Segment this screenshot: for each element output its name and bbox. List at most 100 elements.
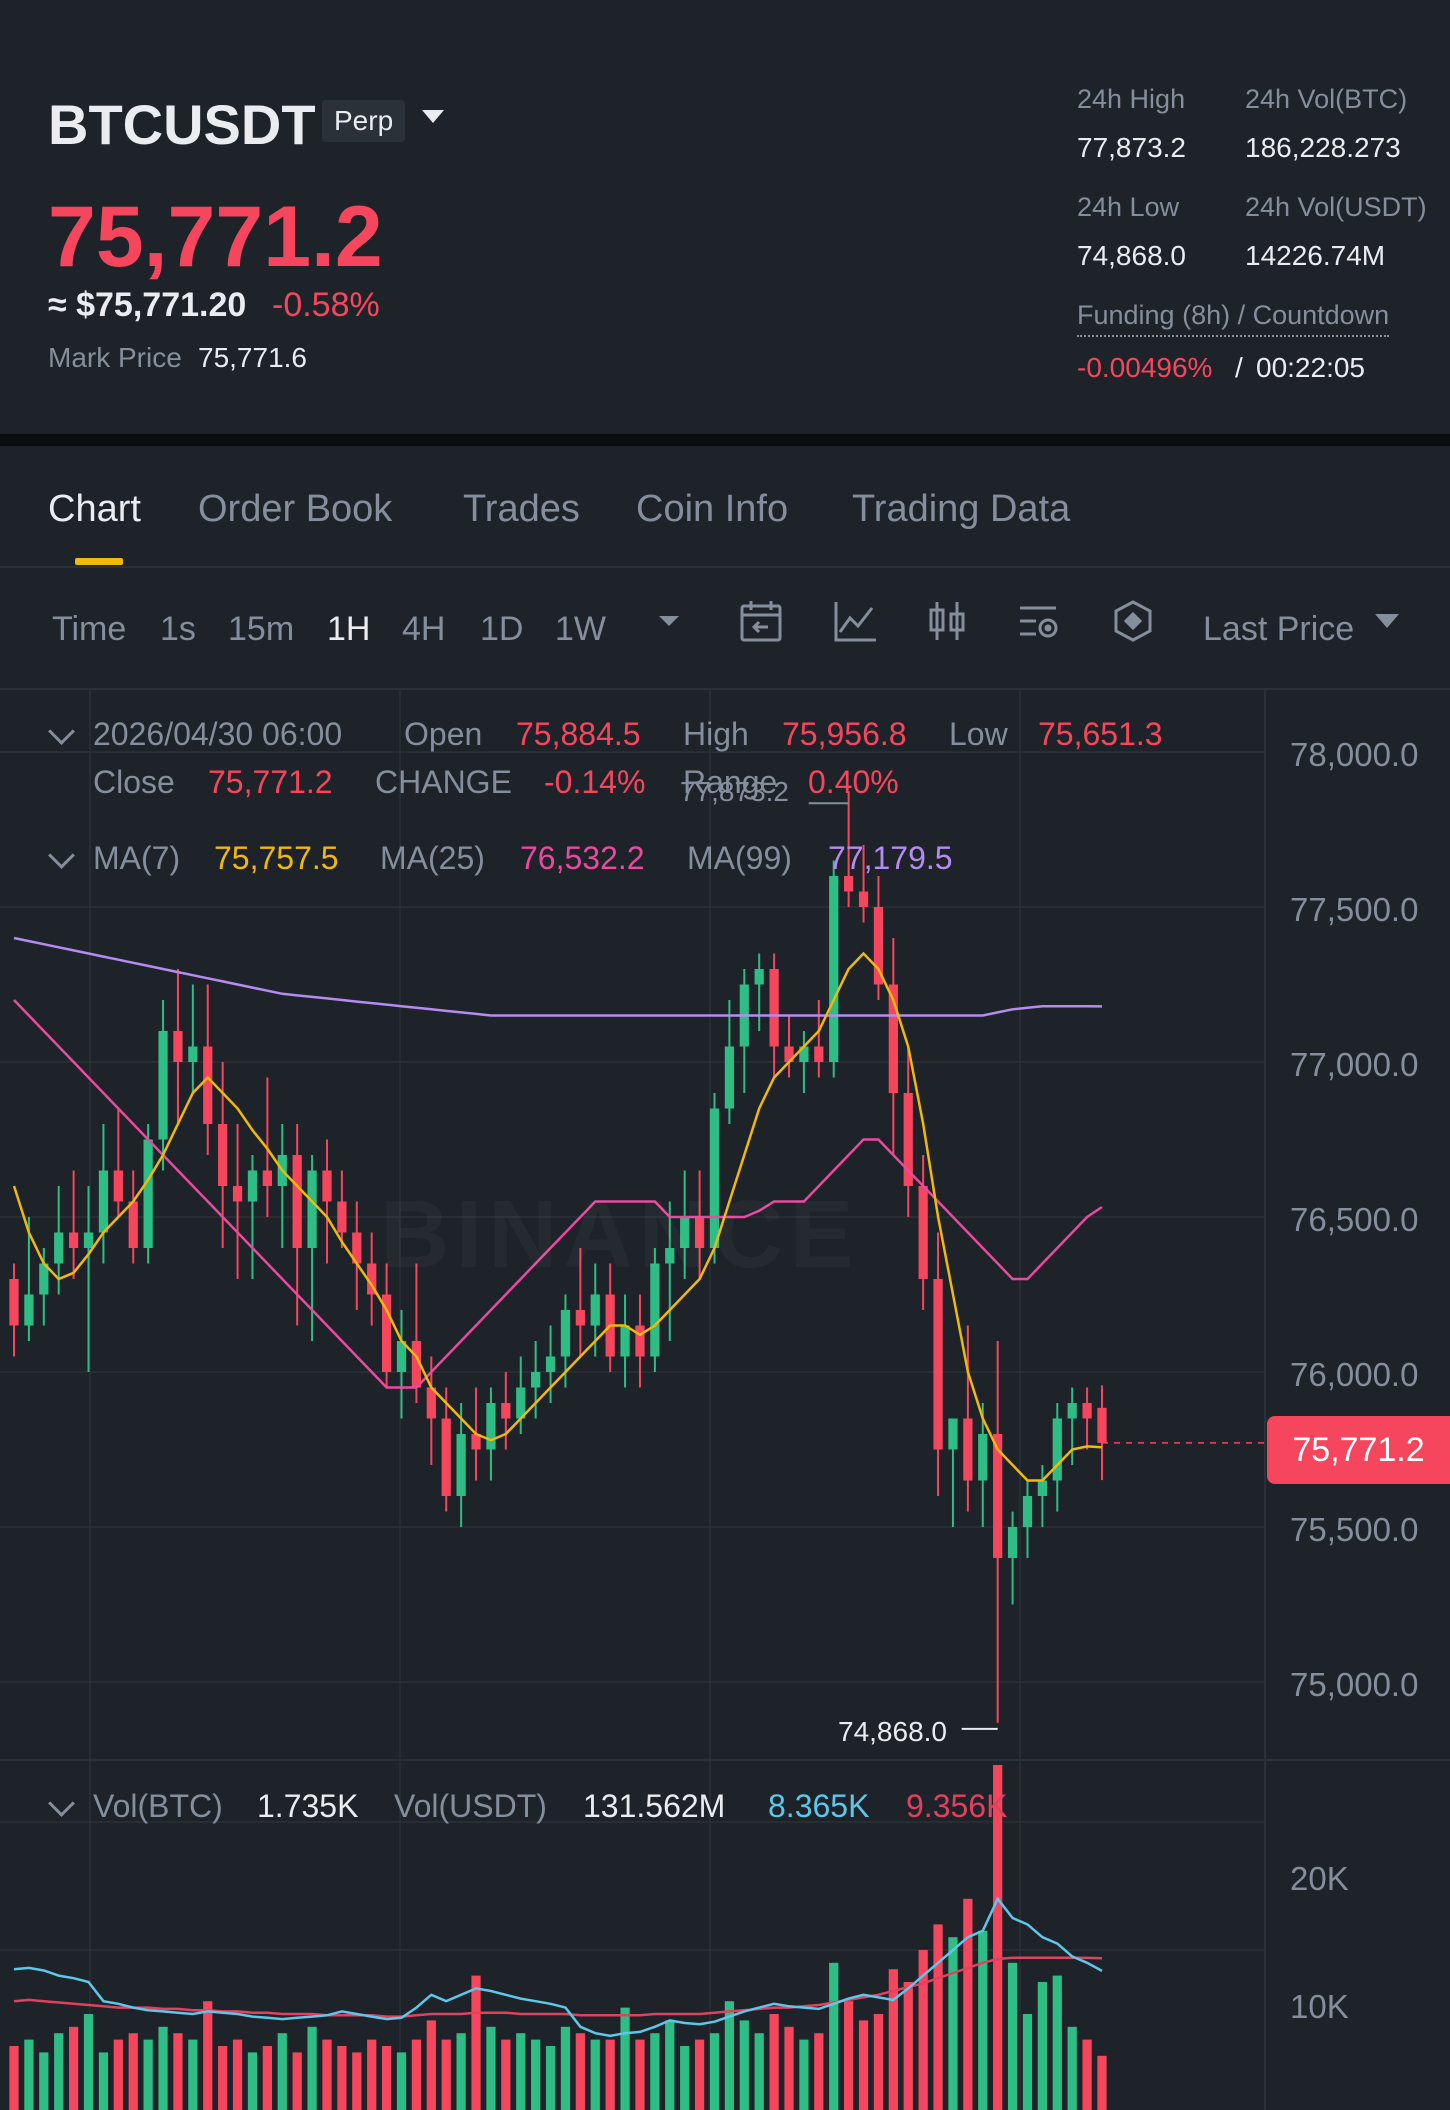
candle-body bbox=[650, 1263, 660, 1357]
candle-body bbox=[635, 1325, 645, 1357]
funding-countdown: 00:22:05 bbox=[1256, 352, 1365, 383]
ma99-line bbox=[13, 936, 1103, 1017]
candle-body bbox=[516, 1387, 526, 1419]
24h-high-value: 77,873.2 bbox=[1077, 132, 1186, 163]
volume-bar bbox=[426, 2020, 436, 2110]
timeframe-4h[interactable]: 4H bbox=[402, 610, 446, 648]
change-percent: -0.58% bbox=[272, 286, 380, 324]
candle-body bbox=[218, 1124, 228, 1186]
funding-label[interactable]: Funding (8h) / Countdown bbox=[1077, 300, 1390, 337]
y-tick-label: 75,500.0 bbox=[1290, 1511, 1419, 1548]
candle-body bbox=[456, 1434, 466, 1496]
ma99-value: 77,179.5 bbox=[828, 840, 953, 876]
candle-body bbox=[1022, 1496, 1033, 1527]
candle-body bbox=[486, 1403, 496, 1450]
volume-bar bbox=[739, 2020, 749, 2110]
candle-body bbox=[724, 1046, 735, 1109]
candle-body bbox=[98, 1170, 109, 1233]
candle-body bbox=[963, 1418, 973, 1481]
volume-bar bbox=[829, 1962, 839, 2110]
candle-body bbox=[1052, 1418, 1062, 1481]
tab-order-book[interactable]: Order Book bbox=[198, 488, 393, 530]
price-type-select[interactable]: Last Price bbox=[1203, 610, 1355, 648]
volume-bar bbox=[352, 2052, 362, 2110]
candle-body bbox=[680, 1217, 690, 1248]
volume-bar bbox=[754, 2033, 764, 2110]
ticker-header bbox=[0, 0, 1450, 434]
symbol-dropdown-icon[interactable] bbox=[420, 108, 446, 131]
price-type-chevron-icon[interactable] bbox=[1364, 598, 1410, 644]
candle-body bbox=[799, 1046, 809, 1062]
tab-trades[interactable]: Trades bbox=[463, 488, 580, 530]
candle-body bbox=[367, 1263, 377, 1295]
tab-coin-info[interactable]: Coin Info bbox=[636, 488, 789, 530]
last-price: 75,771.2 bbox=[48, 189, 383, 285]
volume-bar bbox=[158, 2026, 168, 2110]
volume-bar bbox=[784, 2026, 794, 2110]
candle-style-icon[interactable] bbox=[924, 598, 970, 644]
drawing-icon[interactable] bbox=[1110, 598, 1156, 644]
candle-body bbox=[83, 1232, 94, 1248]
watermark-text: BINANCE bbox=[380, 1180, 859, 1290]
calendar-icon[interactable] bbox=[738, 598, 784, 644]
symbol-title[interactable]: BTCUSDT bbox=[48, 93, 316, 156]
candle-body bbox=[858, 891, 869, 907]
y-tick-label: 75,000.0 bbox=[1290, 1666, 1419, 1703]
volume-bar bbox=[24, 2039, 34, 2110]
candle-body bbox=[307, 1170, 317, 1248]
candle-body bbox=[948, 1418, 958, 1450]
candle-body bbox=[665, 1248, 675, 1264]
timeframe-1s[interactable]: 1s bbox=[160, 610, 196, 648]
volume-bar bbox=[203, 2001, 213, 2110]
indicator-icon[interactable] bbox=[832, 598, 878, 644]
candle-body bbox=[844, 876, 854, 892]
volume-bar bbox=[337, 2046, 347, 2110]
volume-bar bbox=[620, 2007, 630, 2110]
volume-bar bbox=[769, 2014, 779, 2110]
ohlc-low-value: 75,651.3 bbox=[1038, 716, 1163, 752]
candle-body bbox=[188, 1046, 198, 1062]
volume-bar bbox=[1022, 2014, 1033, 2110]
volume-bar bbox=[933, 1924, 943, 2110]
volume-bar bbox=[844, 2001, 854, 2110]
timeframe-time[interactable]: Time bbox=[52, 610, 127, 648]
volume-bar bbox=[396, 2052, 407, 2110]
candle-body bbox=[113, 1170, 123, 1202]
ohlc-change-value: -0.14% bbox=[544, 764, 646, 800]
usd-price: ≈ $75,771.20 bbox=[48, 286, 247, 324]
candle-body bbox=[575, 1310, 585, 1326]
volume-bar bbox=[516, 2033, 526, 2110]
candle-body bbox=[24, 1294, 34, 1326]
timeframe-1d[interactable]: 1D bbox=[480, 610, 524, 648]
chevron-down-icon[interactable] bbox=[646, 598, 692, 644]
volume-bar bbox=[441, 2039, 451, 2110]
volume-bar bbox=[381, 2046, 392, 2110]
candle-body bbox=[590, 1294, 600, 1326]
tab-trading-data[interactable]: Trading Data bbox=[852, 488, 1071, 530]
volume-bar bbox=[232, 2039, 243, 2110]
ma7-value: 75,757.5 bbox=[214, 840, 339, 876]
volume-bar bbox=[486, 2026, 496, 2110]
volume-bar bbox=[411, 2039, 422, 2110]
24h-vol-btc-value: 186,228.273 bbox=[1245, 132, 1401, 163]
section-divider bbox=[0, 434, 1450, 446]
volume-bar bbox=[83, 2014, 94, 2110]
volume-bar bbox=[978, 1930, 988, 2110]
ohlc-datetime: 2026/04/30 06:00 bbox=[93, 716, 343, 752]
volume-bar bbox=[188, 2039, 198, 2110]
volume-bar bbox=[873, 2014, 884, 2110]
candle-body bbox=[1007, 1527, 1018, 1558]
candlestick-chart[interactable] bbox=[0, 690, 1450, 2110]
settings-icon[interactable] bbox=[1016, 598, 1062, 644]
candle-body bbox=[903, 1093, 913, 1186]
timeframe-15m[interactable]: 15m bbox=[228, 610, 295, 648]
candle-body bbox=[352, 1232, 362, 1264]
tab-chart[interactable]: Chart bbox=[48, 488, 141, 530]
candle-body bbox=[709, 1108, 720, 1248]
tab-bar bbox=[0, 446, 1450, 568]
volume-bar bbox=[1067, 2026, 1077, 2110]
volume-bar bbox=[963, 1898, 973, 2110]
timeframe-1h[interactable]: 1H bbox=[327, 610, 371, 648]
timeframe-1w[interactable]: 1W bbox=[555, 610, 606, 648]
contract-badge: Perp bbox=[322, 100, 406, 142]
